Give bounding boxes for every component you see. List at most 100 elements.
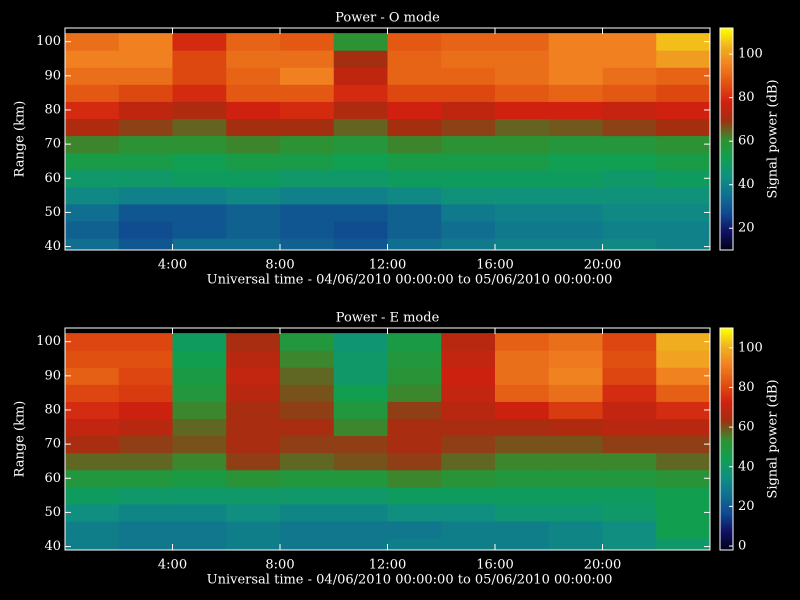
colorbar-swatch (720, 41, 733, 45)
x-tick-label: 20:00 (584, 558, 621, 573)
y-axis-label: Range (km) (13, 401, 28, 478)
heatmap-cell (280, 152, 335, 171)
heatmap-cell (226, 186, 281, 205)
heatmap-cell (656, 101, 710, 120)
colorbar-swatch (720, 452, 733, 456)
colorbar-swatch (720, 458, 733, 462)
heatmap-cell (226, 503, 281, 522)
heatmap-cell (226, 418, 281, 437)
colorbar-swatch (720, 172, 733, 176)
heatmap-cell (280, 452, 335, 471)
colorbar-swatch (720, 150, 733, 153)
heatmap-cell (548, 350, 603, 368)
heatmap-cell (226, 169, 281, 188)
heatmap-cell (226, 435, 281, 454)
colorbar-swatch (720, 116, 733, 120)
heatmap-cell (118, 135, 173, 154)
heatmap-cell (172, 186, 227, 205)
colorbar-swatch (720, 90, 733, 93)
heatmap-cell (548, 435, 603, 454)
heatmap-cell (548, 333, 603, 351)
heatmap-cell (548, 84, 603, 102)
heatmap-cell (65, 520, 120, 539)
heatmap-cell (226, 384, 281, 402)
heatmap-cell (333, 220, 388, 239)
heatmap-cell (172, 520, 227, 539)
heatmap-cell (602, 186, 657, 205)
colorbar-swatch (720, 387, 733, 391)
colorbar-swatch (720, 54, 733, 58)
heatmap-cell (548, 186, 603, 205)
colorbar-swatch (720, 45, 733, 49)
heatmap-cell (656, 118, 710, 137)
heatmap-cell (602, 118, 657, 137)
colorbar-tick-label: 80 (738, 380, 755, 395)
colorbar-swatch (720, 465, 733, 469)
heatmap-cell (602, 33, 657, 51)
heatmap-cell (602, 220, 657, 239)
heatmap-cell (548, 503, 603, 522)
heatmap-cell (548, 118, 603, 137)
colorbar-tick-label: 40 (738, 177, 755, 192)
colorbar-swatch (720, 330, 733, 333)
heatmap-cell (441, 203, 496, 222)
heatmap-cell (602, 67, 657, 85)
colorbar-swatch (720, 447, 733, 451)
colorbar-swatch (720, 474, 733, 478)
heatmap-cell (387, 118, 442, 137)
heatmap-cell (333, 401, 388, 420)
colorbar-swatch (720, 225, 733, 229)
heatmap-cell (280, 220, 335, 239)
heatmap-cell (495, 169, 550, 188)
heatmap-cell (172, 118, 227, 137)
x-axis-label: Universal time - 04/06/2010 00:00:00 to … (207, 573, 613, 588)
colorbar-swatch (720, 147, 733, 151)
colorbar-swatch (720, 523, 733, 527)
heatmap-cell (226, 401, 281, 420)
x-axis-label: Universal time - 04/06/2010 00:00:00 to … (207, 273, 613, 288)
colorbar-swatch (720, 392, 733, 396)
colorbar-swatch (720, 367, 733, 371)
heatmap-cell (387, 152, 442, 171)
heatmap-cell (118, 538, 173, 550)
colorbar-swatch (720, 214, 733, 218)
heatmap-cell (118, 384, 173, 402)
colorbar-swatch (720, 494, 733, 498)
heatmap-cell (495, 333, 550, 351)
colorbar-swatch (720, 405, 733, 409)
x-tick-label: 8:00 (265, 558, 294, 573)
heatmap-cell (226, 238, 281, 250)
colorbar-swatch (720, 525, 733, 529)
heatmap-cell (118, 469, 173, 488)
colorbar-swatch (720, 450, 733, 453)
heatmap-cell (387, 101, 442, 120)
heatmap-cell (65, 135, 120, 154)
colorbar-swatch (720, 334, 733, 338)
heatmap-cell (495, 220, 550, 239)
heatmap-cell (172, 152, 227, 171)
heatmap-cell (548, 418, 603, 437)
heatmap-cell (226, 333, 281, 351)
colorbar-swatch (720, 243, 733, 247)
colorbar-swatch (720, 110, 733, 113)
colorbar-swatch (720, 185, 733, 189)
heatmap-cell (548, 520, 603, 539)
colorbar-swatch (720, 543, 733, 547)
colorbar-swatch (720, 212, 733, 215)
colorbar-swatch (720, 372, 733, 376)
heatmap-cell (387, 469, 442, 488)
heatmap-cell (387, 333, 442, 351)
heatmap-cell (656, 538, 710, 550)
colorbar-swatch (720, 363, 733, 367)
heatmap-cell (333, 186, 388, 205)
colorbar-swatch (720, 114, 733, 118)
heatmap-cell (548, 452, 603, 471)
heatmap-cell (441, 238, 496, 250)
heatmap-cell (602, 452, 657, 471)
heatmap-cell (280, 418, 335, 437)
colorbar-swatch (720, 47, 733, 51)
colorbar-swatch (720, 198, 733, 202)
colorbar-swatch (720, 521, 733, 524)
heatmap-cell (656, 384, 710, 402)
heatmap-cell (495, 367, 550, 385)
